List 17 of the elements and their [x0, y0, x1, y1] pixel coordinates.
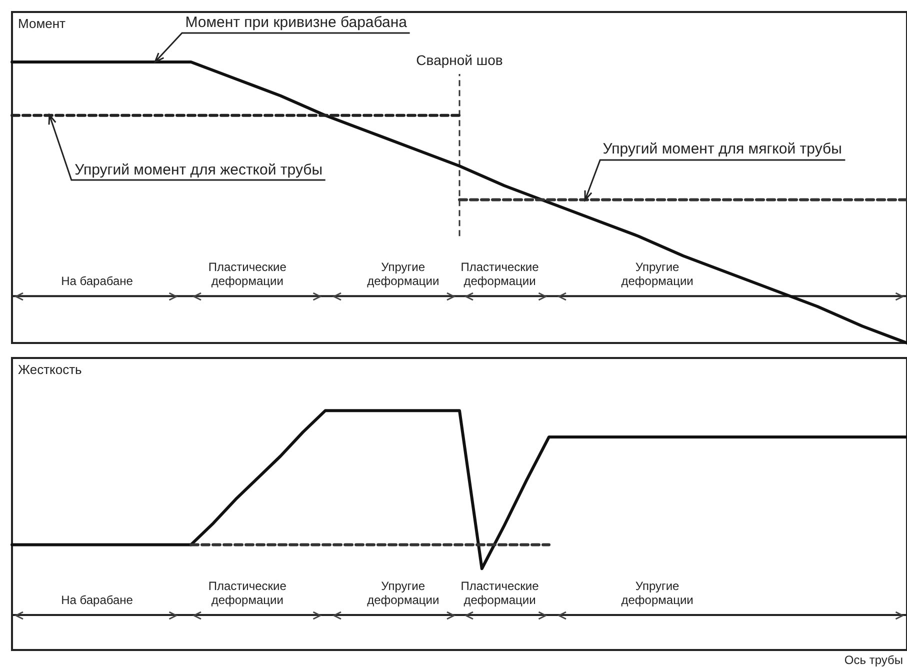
annotation: Упругие деформации [367, 579, 440, 608]
annotation: Упругие деформации [621, 579, 694, 608]
annotation: Упругий момент для мягкой трубы [602, 140, 842, 158]
annotation: Сварной шов [416, 52, 503, 68]
x-axis-title: Ось трубы [844, 653, 904, 667]
annotation: Пластические деформации [460, 260, 540, 288]
y-axis-title: Жесткость [18, 362, 82, 377]
annotation: Пластические деформации [460, 579, 540, 608]
text: Момент при кривизне барабана [185, 14, 408, 32]
annotation: Упругие деформации [367, 260, 440, 288]
annotation: Упругий момент для жесткой трубы [74, 161, 323, 178]
annotation: На барабане [61, 593, 134, 608]
y-axis-title: Момент [18, 16, 66, 31]
annotation: На барабане [61, 274, 134, 288]
annotation: Пластические деформации [208, 260, 287, 288]
annotation: Пластические деформации [208, 579, 287, 608]
annotation: Упругие деформации [621, 260, 694, 288]
